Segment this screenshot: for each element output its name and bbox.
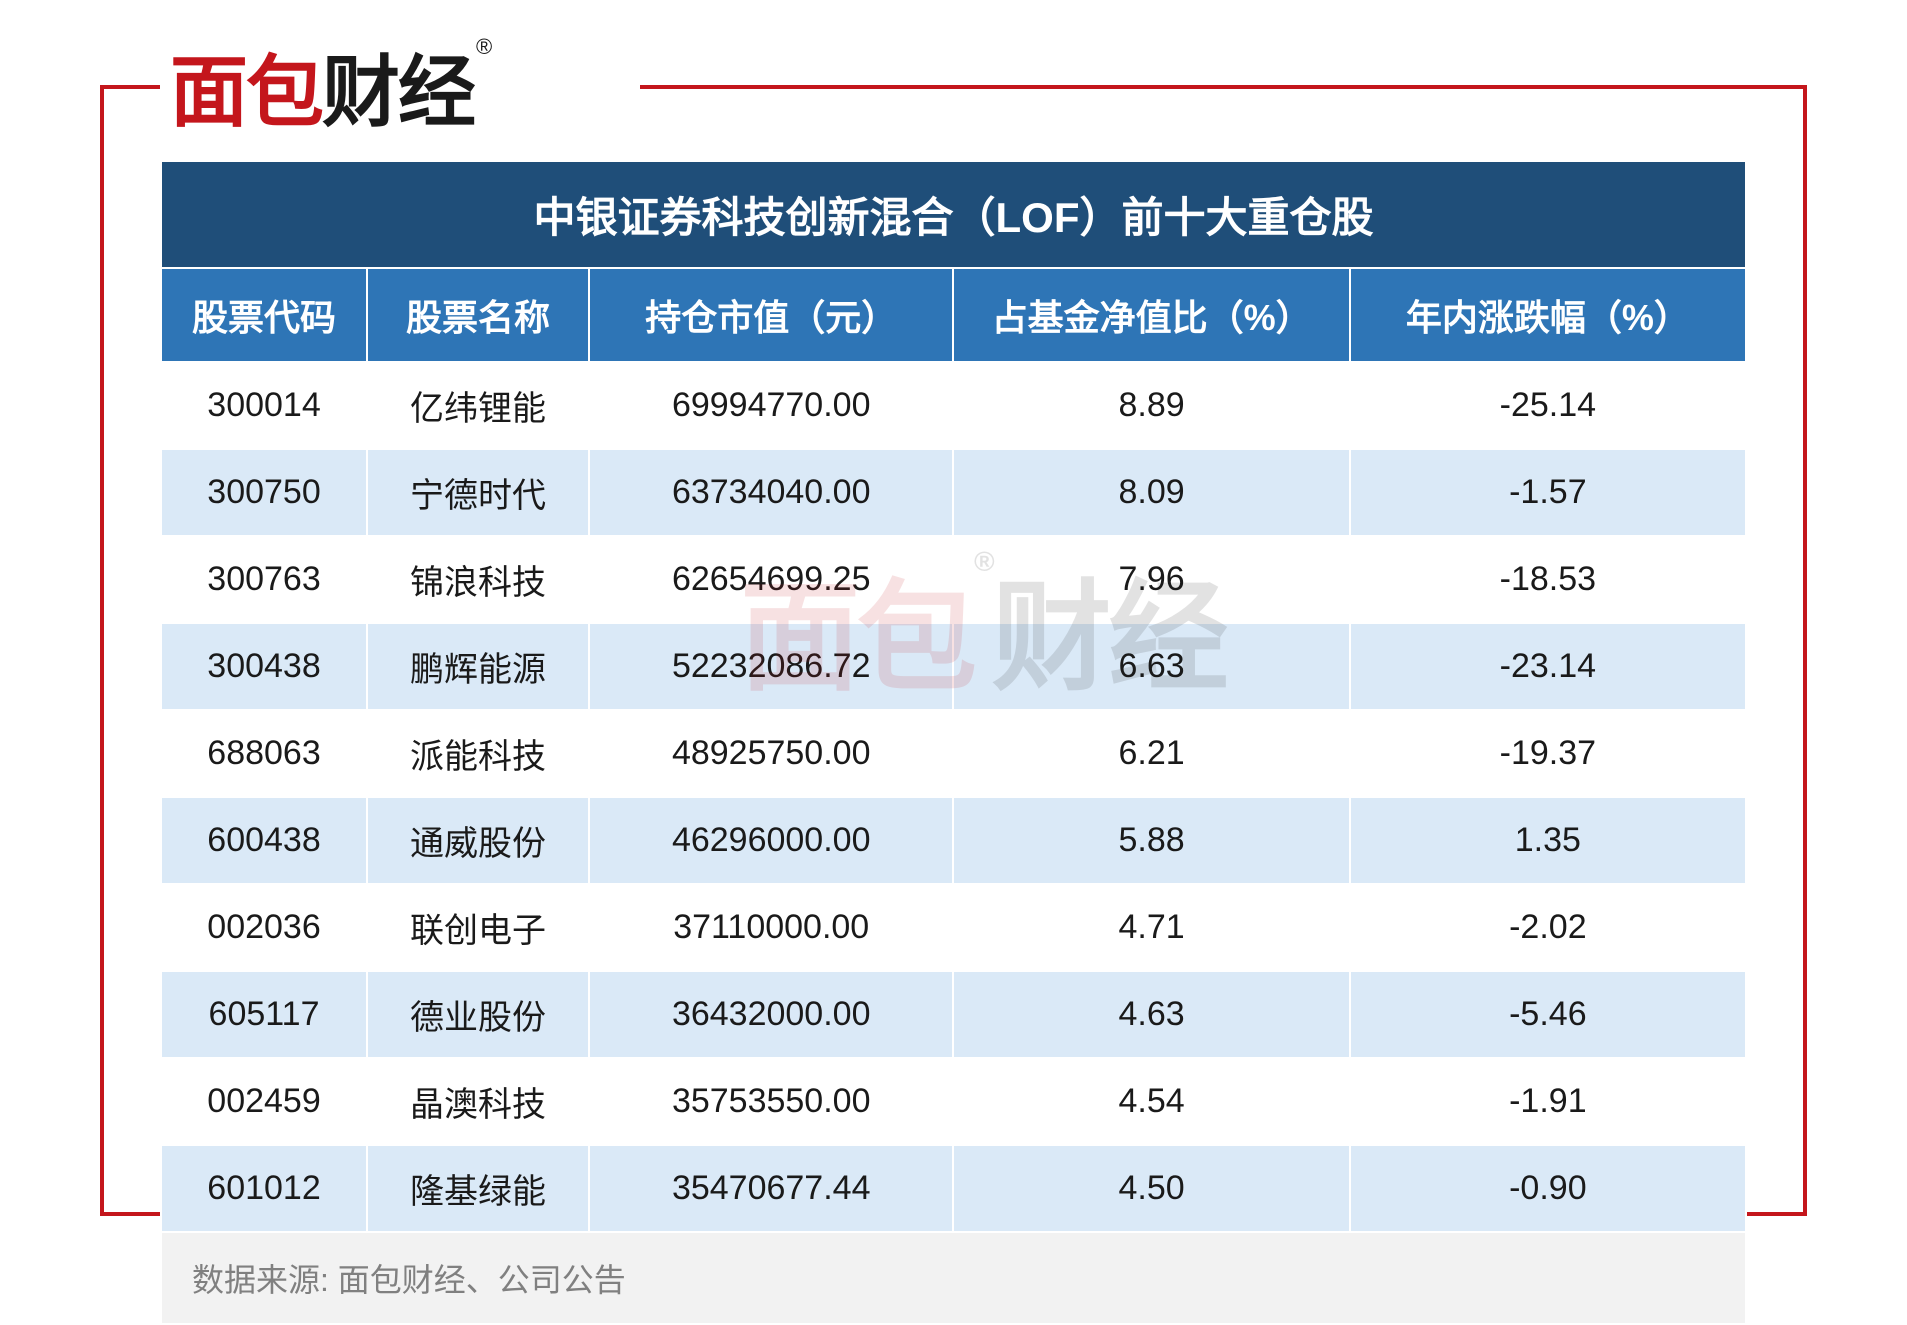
table-cell: 52232086.72 bbox=[589, 623, 954, 710]
table-source-row: 数据来源: 面包财经、公司公告 bbox=[161, 1232, 1746, 1324]
table-cell: 601012 bbox=[161, 1145, 367, 1232]
col-header-name: 股票名称 bbox=[367, 268, 589, 362]
table-cell: 300750 bbox=[161, 449, 367, 536]
table-cell: 600438 bbox=[161, 797, 367, 884]
col-header-value: 持仓市值（元） bbox=[589, 268, 954, 362]
table-cell: 35753550.00 bbox=[589, 1058, 954, 1145]
table-cell: 通威股份 bbox=[367, 797, 589, 884]
table-cell: 鹏辉能源 bbox=[367, 623, 589, 710]
table-cell: 5.88 bbox=[953, 797, 1349, 884]
table-cell: 300438 bbox=[161, 623, 367, 710]
table-cell: 4.63 bbox=[953, 971, 1349, 1058]
table-cell: 36432000.00 bbox=[589, 971, 954, 1058]
table-cell: 300014 bbox=[161, 362, 367, 449]
table-header-row: 股票代码 股票名称 持仓市值（元） 占基金净值比（%） 年内涨跌幅（%） bbox=[161, 268, 1746, 362]
table-cell: 4.54 bbox=[953, 1058, 1349, 1145]
table-cell: 1.35 bbox=[1350, 797, 1746, 884]
table-cell: -25.14 bbox=[1350, 362, 1746, 449]
table-cell: 晶澳科技 bbox=[367, 1058, 589, 1145]
table-cell: 派能科技 bbox=[367, 710, 589, 797]
table-cell: 8.89 bbox=[953, 362, 1349, 449]
table-row: 600438通威股份46296000.005.881.35 bbox=[161, 797, 1746, 884]
logo-part1: 面 bbox=[170, 30, 246, 142]
table-row: 300763锦浪科技62654699.257.96-18.53 bbox=[161, 536, 1746, 623]
table-cell: 002459 bbox=[161, 1058, 367, 1145]
table-cell: 锦浪科技 bbox=[367, 536, 589, 623]
table-cell: 688063 bbox=[161, 710, 367, 797]
table-cell: -18.53 bbox=[1350, 536, 1746, 623]
table-cell: 隆基绿能 bbox=[367, 1145, 589, 1232]
table-cell: 605117 bbox=[161, 971, 367, 1058]
table-cell: 37110000.00 bbox=[589, 884, 954, 971]
logo-part3: 财经 bbox=[322, 30, 474, 142]
table-cell: 62654699.25 bbox=[589, 536, 954, 623]
table-row: 002459晶澳科技35753550.004.54-1.91 bbox=[161, 1058, 1746, 1145]
table-title-row: 中银证券科技创新混合（LOF）前十大重仓股 bbox=[161, 161, 1746, 268]
table-cell: 6.21 bbox=[953, 710, 1349, 797]
table-row: 300014亿纬锂能69994770.008.89-25.14 bbox=[161, 362, 1746, 449]
col-header-pct: 占基金净值比（%） bbox=[953, 268, 1349, 362]
table-cell: -2.02 bbox=[1350, 884, 1746, 971]
col-header-code: 股票代码 bbox=[161, 268, 367, 362]
table-cell: 300763 bbox=[161, 536, 367, 623]
table-cell: 48925750.00 bbox=[589, 710, 954, 797]
table-row: 300750宁德时代63734040.008.09-1.57 bbox=[161, 449, 1746, 536]
table-row: 601012隆基绿能35470677.444.50-0.90 bbox=[161, 1145, 1746, 1232]
holdings-table: 中银证券科技创新混合（LOF）前十大重仓股 股票代码 股票名称 持仓市值（元） … bbox=[160, 160, 1747, 1325]
table-cell: 宁德时代 bbox=[367, 449, 589, 536]
table-cell: 63734040.00 bbox=[589, 449, 954, 536]
table-row: 002036联创电子37110000.004.71-2.02 bbox=[161, 884, 1746, 971]
table-row: 688063派能科技48925750.006.21-19.37 bbox=[161, 710, 1746, 797]
table-cell: 7.96 bbox=[953, 536, 1349, 623]
table-cell: 35470677.44 bbox=[589, 1145, 954, 1232]
table-source: 数据来源: 面包财经、公司公告 bbox=[161, 1232, 1746, 1324]
table-cell: -5.46 bbox=[1350, 971, 1746, 1058]
table-cell: 8.09 bbox=[953, 449, 1349, 536]
table-cell: 002036 bbox=[161, 884, 367, 971]
table-cell: -1.91 bbox=[1350, 1058, 1746, 1145]
table-cell: 亿纬锂能 bbox=[367, 362, 589, 449]
table-cell: -19.37 bbox=[1350, 710, 1746, 797]
table-cell: 4.71 bbox=[953, 884, 1349, 971]
table-cell: 联创电子 bbox=[367, 884, 589, 971]
table-row: 300438鹏辉能源52232086.726.63-23.14 bbox=[161, 623, 1746, 710]
table-cell: 4.50 bbox=[953, 1145, 1349, 1232]
logo-registered-mark: ® bbox=[476, 34, 490, 60]
table-cell: 46296000.00 bbox=[589, 797, 954, 884]
col-header-change: 年内涨跌幅（%） bbox=[1350, 268, 1746, 362]
table-container: 中银证券科技创新混合（LOF）前十大重仓股 股票代码 股票名称 持仓市值（元） … bbox=[160, 160, 1747, 1325]
table-cell: -1.57 bbox=[1350, 449, 1746, 536]
table-cell: 69994770.00 bbox=[589, 362, 954, 449]
table-cell: 德业股份 bbox=[367, 971, 589, 1058]
table-cell: -23.14 bbox=[1350, 623, 1746, 710]
brand-logo: 面 包 财经 ® bbox=[170, 30, 490, 142]
table-title: 中银证券科技创新混合（LOF）前十大重仓股 bbox=[161, 161, 1746, 268]
table-row: 605117德业股份36432000.004.63-5.46 bbox=[161, 971, 1746, 1058]
logo-part2: 包 bbox=[246, 30, 322, 142]
table-cell: -0.90 bbox=[1350, 1145, 1746, 1232]
table-cell: 6.63 bbox=[953, 623, 1349, 710]
